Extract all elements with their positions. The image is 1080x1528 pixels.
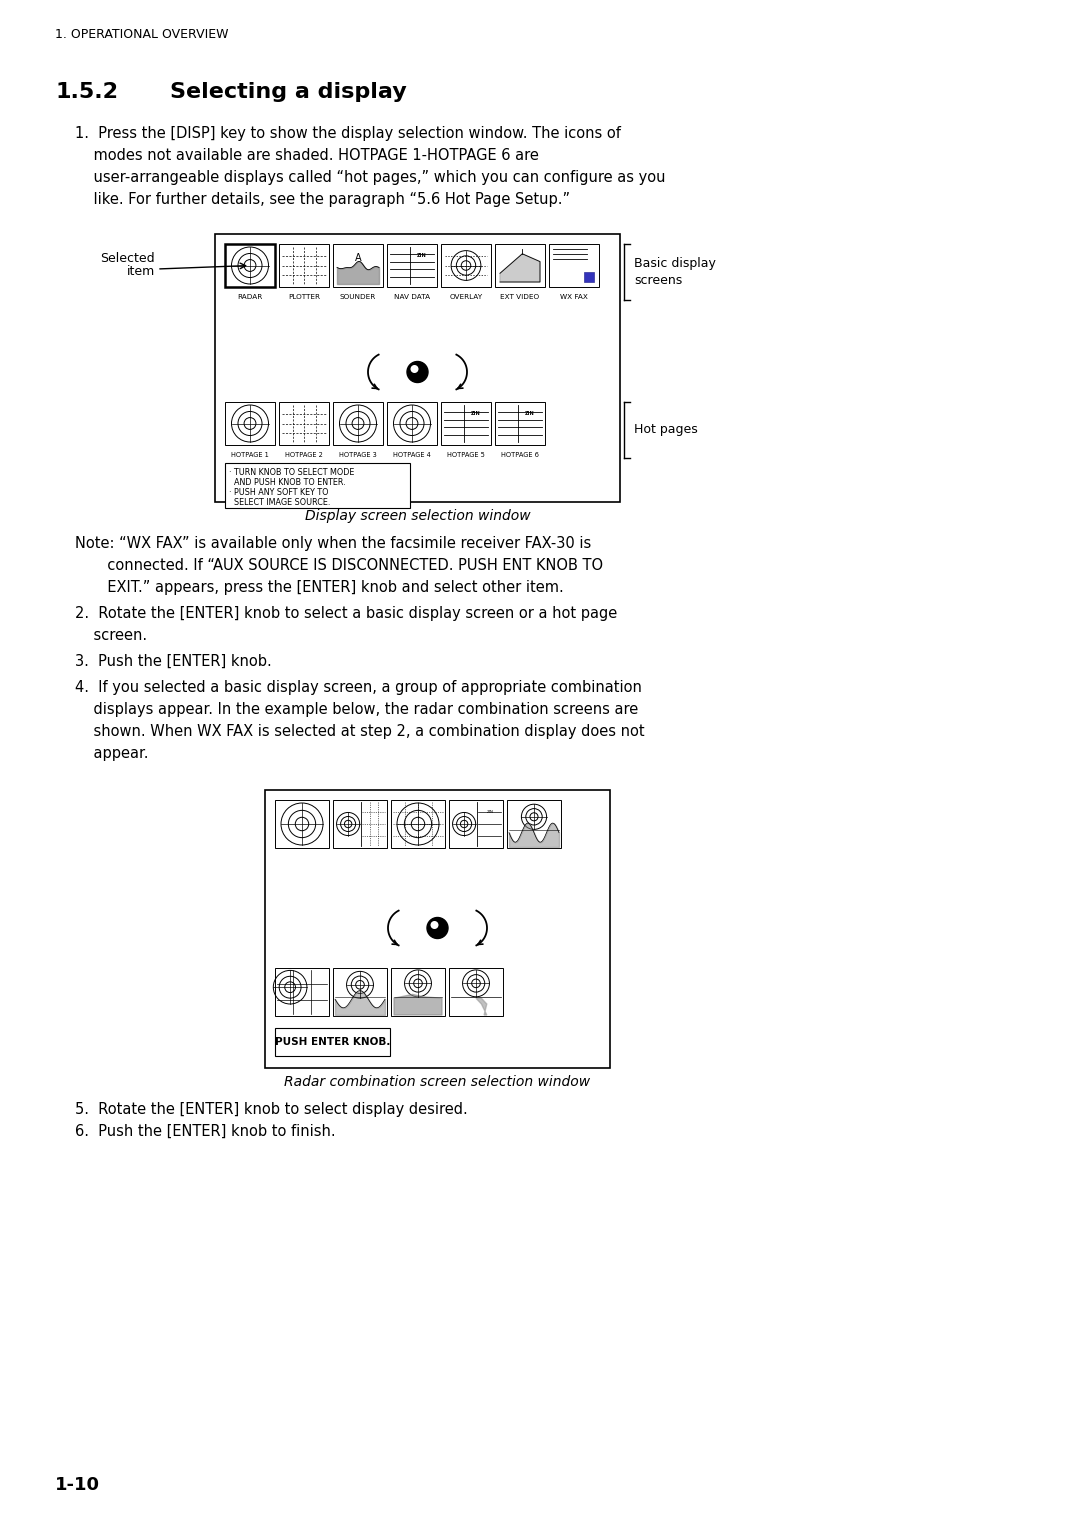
Bar bbox=[449, 801, 503, 848]
Bar bbox=[225, 244, 275, 287]
Text: HOTPAGE 4: HOTPAGE 4 bbox=[393, 452, 431, 458]
Text: modes not available are shaded. HOTPAGE 1-HOTPAGE 6 are: modes not available are shaded. HOTPAGE … bbox=[75, 148, 539, 163]
Bar bbox=[495, 402, 545, 445]
Text: PUSH ENTER KNOB.: PUSH ENTER KNOB. bbox=[274, 1038, 390, 1047]
Text: 2.  Rotate the [ENTER] knob to select a basic display screen or a hot page: 2. Rotate the [ENTER] knob to select a b… bbox=[75, 607, 618, 620]
Text: HOTPAGE 5: HOTPAGE 5 bbox=[447, 452, 485, 458]
Circle shape bbox=[427, 917, 448, 938]
Circle shape bbox=[431, 921, 437, 929]
Text: Selected: Selected bbox=[100, 252, 156, 264]
Bar bbox=[449, 969, 503, 1016]
Text: HOTPAGE 2: HOTPAGE 2 bbox=[285, 452, 323, 458]
Text: OVERLAY: OVERLAY bbox=[449, 293, 483, 299]
Text: EXIT.” appears, press the [ENTER] knob and select other item.: EXIT.” appears, press the [ENTER] knob a… bbox=[75, 581, 564, 594]
Text: 1.5.2: 1.5.2 bbox=[55, 83, 118, 102]
Text: ZIN: ZIN bbox=[417, 254, 427, 258]
Text: Selecting a display: Selecting a display bbox=[170, 83, 407, 102]
Text: ZIN: ZIN bbox=[487, 810, 494, 814]
Polygon shape bbox=[394, 995, 442, 1015]
Polygon shape bbox=[500, 254, 540, 283]
Bar bbox=[584, 272, 594, 283]
Text: Display screen selection window: Display screen selection window bbox=[305, 509, 530, 523]
Text: screens: screens bbox=[634, 274, 683, 287]
Bar bbox=[265, 790, 610, 1068]
Text: like. For further details, see the paragraph “5.6 Hot Page Setup.”: like. For further details, see the parag… bbox=[75, 193, 570, 206]
Bar bbox=[225, 402, 275, 445]
Bar bbox=[549, 244, 599, 287]
Bar bbox=[495, 244, 545, 287]
Bar bbox=[441, 244, 491, 287]
Text: 5.  Rotate the [ENTER] knob to select display desired.: 5. Rotate the [ENTER] knob to select dis… bbox=[75, 1102, 468, 1117]
Bar bbox=[275, 801, 329, 848]
Text: RADAR: RADAR bbox=[238, 293, 262, 299]
Text: 3.  Push the [ENTER] knob.: 3. Push the [ENTER] knob. bbox=[75, 654, 272, 669]
Bar bbox=[333, 402, 383, 445]
Bar bbox=[279, 244, 329, 287]
Text: WX FAX: WX FAX bbox=[561, 293, 588, 299]
Text: AND PUSH KNOB TO ENTER.: AND PUSH KNOB TO ENTER. bbox=[229, 478, 346, 487]
Text: ZIN: ZIN bbox=[471, 411, 481, 416]
Text: item: item bbox=[126, 264, 156, 278]
Bar bbox=[225, 463, 410, 507]
Text: HOTPAGE 6: HOTPAGE 6 bbox=[501, 452, 539, 458]
Text: HOTPAGE 3: HOTPAGE 3 bbox=[339, 452, 377, 458]
Text: PLOTTER: PLOTTER bbox=[288, 293, 320, 299]
Text: 6.  Push the [ENTER] knob to finish.: 6. Push the [ENTER] knob to finish. bbox=[75, 1125, 336, 1138]
Text: SELECT IMAGE SOURCE.: SELECT IMAGE SOURCE. bbox=[229, 498, 330, 507]
Bar bbox=[333, 801, 387, 848]
Bar bbox=[279, 402, 329, 445]
Text: shown. When WX FAX is selected at step 2, a combination display does not: shown. When WX FAX is selected at step 2… bbox=[75, 724, 645, 740]
Text: screen.: screen. bbox=[75, 628, 147, 643]
Text: Radar combination screen selection window: Radar combination screen selection windo… bbox=[284, 1076, 591, 1089]
Text: appear.: appear. bbox=[75, 746, 149, 761]
Bar bbox=[215, 234, 620, 503]
Bar bbox=[387, 402, 437, 445]
Circle shape bbox=[407, 362, 428, 382]
Bar bbox=[441, 402, 491, 445]
Text: ZIN: ZIN bbox=[525, 411, 535, 416]
Bar bbox=[387, 244, 437, 287]
Text: A: A bbox=[354, 252, 362, 263]
Text: NAV DATA: NAV DATA bbox=[394, 293, 430, 299]
Bar bbox=[507, 801, 561, 848]
Text: Basic display: Basic display bbox=[634, 258, 716, 270]
Text: · TURN KNOB TO SELECT MODE: · TURN KNOB TO SELECT MODE bbox=[229, 468, 354, 477]
Text: user-arrangeable displays called “hot pages,” which you can configure as you: user-arrangeable displays called “hot pa… bbox=[75, 170, 665, 185]
Text: displays appear. In the example below, the radar combination screens are: displays appear. In the example below, t… bbox=[75, 701, 638, 717]
Bar bbox=[333, 969, 387, 1016]
Text: 1.  Press the [DISP] key to show the display selection window. The icons of: 1. Press the [DISP] key to show the disp… bbox=[75, 125, 621, 141]
Text: 1. OPERATIONAL OVERVIEW: 1. OPERATIONAL OVERVIEW bbox=[55, 28, 229, 41]
Text: EXT VIDEO: EXT VIDEO bbox=[500, 293, 540, 299]
Text: 4.  If you selected a basic display screen, a group of appropriate combination: 4. If you selected a basic display scree… bbox=[75, 680, 642, 695]
Bar bbox=[275, 1028, 390, 1056]
Circle shape bbox=[411, 365, 418, 373]
Text: Hot pages: Hot pages bbox=[634, 423, 698, 437]
Text: HOTPAGE 1: HOTPAGE 1 bbox=[231, 452, 269, 458]
Text: 1-10: 1-10 bbox=[55, 1476, 100, 1494]
Bar bbox=[333, 244, 383, 287]
Bar bbox=[275, 969, 329, 1016]
Polygon shape bbox=[476, 998, 487, 1015]
Text: Note: “WX FAX” is available only when the facsimile receiver FAX-30 is: Note: “WX FAX” is available only when th… bbox=[75, 536, 591, 552]
Bar bbox=[391, 969, 445, 1016]
Text: connected. If “AUX SOURCE IS DISCONNECTED. PUSH ENT KNOB TO: connected. If “AUX SOURCE IS DISCONNECTE… bbox=[75, 558, 603, 573]
Bar bbox=[391, 801, 445, 848]
Text: SOUNDER: SOUNDER bbox=[340, 293, 376, 299]
Text: · PUSH ANY SOFT KEY TO: · PUSH ANY SOFT KEY TO bbox=[229, 487, 328, 497]
